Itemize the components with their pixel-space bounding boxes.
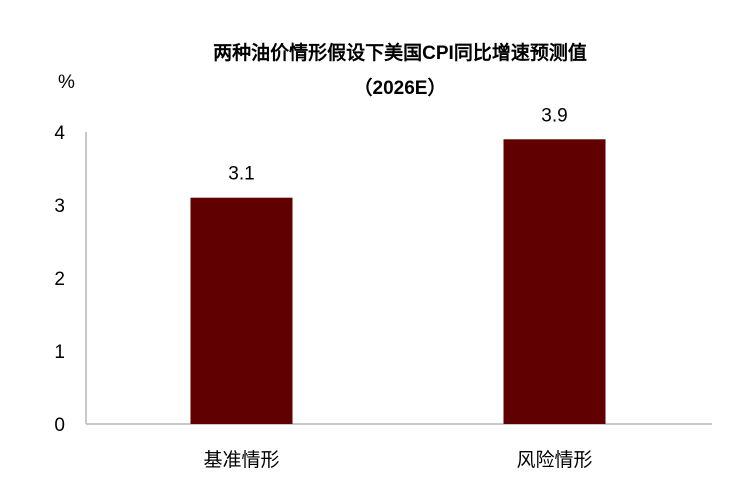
- chart-subtitle: （2026E）: [353, 78, 447, 99]
- data-label: 3.9: [541, 105, 567, 126]
- chart-title: 两种油价情形假设下美国CPI同比增速预测值: [213, 43, 587, 64]
- bar-1: [190, 197, 293, 424]
- data-label: 3.1: [228, 164, 254, 185]
- y-axis-unit: %: [58, 72, 75, 93]
- y-tick-label: 1: [54, 342, 65, 363]
- bar-2: [503, 139, 606, 425]
- y-tick-label: 0: [54, 415, 65, 436]
- x-tick-label: 基准情形: [203, 449, 279, 471]
- y-tick-label: 4: [54, 123, 65, 144]
- y-tick-label: 2: [54, 269, 65, 290]
- y-tick-label: 3: [54, 196, 65, 217]
- x-tick-label: 风险情形: [516, 449, 592, 471]
